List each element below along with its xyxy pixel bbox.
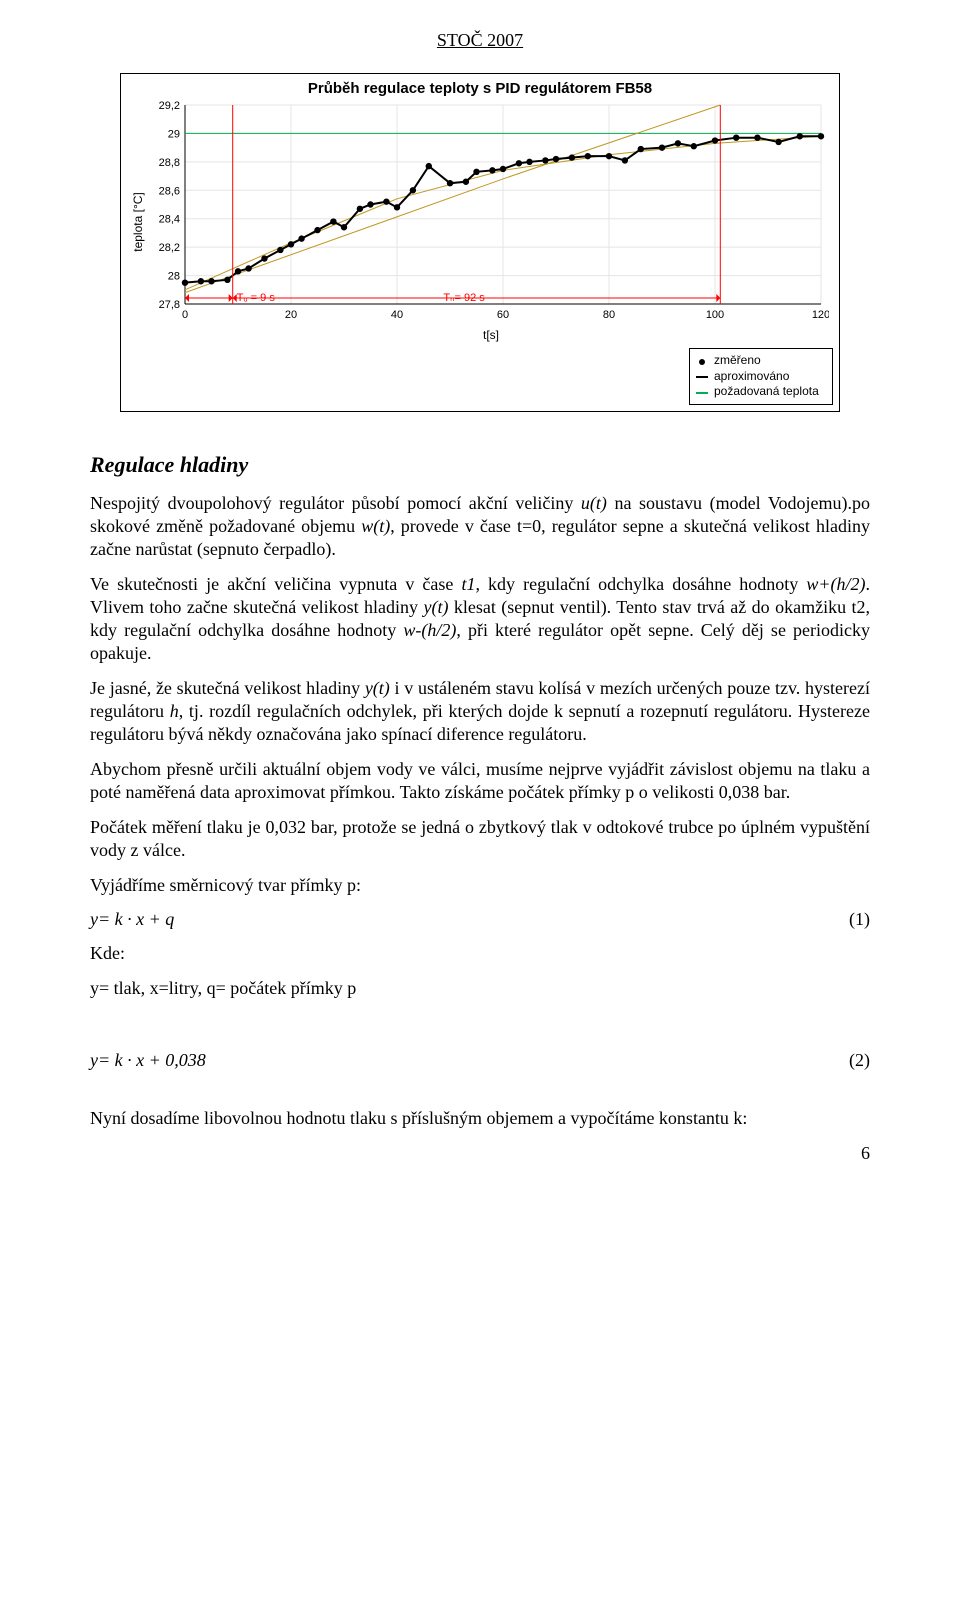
page-number: 6 bbox=[861, 1143, 870, 1164]
text: Ve skutečnosti je akční veličina vypnuta… bbox=[90, 574, 461, 594]
text: , tj. rozdíl regulačních odchylek, při k… bbox=[90, 701, 870, 744]
var: y(t) bbox=[365, 678, 390, 698]
legend-label: aproximováno bbox=[714, 369, 789, 385]
svg-text:Tᵤ = 9 s: Tᵤ = 9 s bbox=[237, 292, 276, 304]
page-header: STOČ 2007 bbox=[90, 30, 870, 51]
svg-text:40: 40 bbox=[391, 309, 403, 321]
eq2-prefix: y= bbox=[90, 1050, 115, 1070]
paragraph-1: Nespojitý dvoupolohový regulátor působí … bbox=[90, 492, 870, 561]
var: y(t) bbox=[423, 597, 448, 617]
chart-container: Průběh regulace teploty s PID regulátore… bbox=[120, 73, 840, 412]
svg-text:80: 80 bbox=[603, 309, 615, 321]
eq1-prefix: y= bbox=[90, 909, 115, 929]
svg-text:28,8: 28,8 bbox=[159, 157, 180, 169]
chart-ylabel: teplota [°C] bbox=[131, 192, 145, 252]
svg-text:0: 0 bbox=[182, 309, 188, 321]
eq1-body: k · x + q bbox=[115, 909, 175, 929]
svg-text:28: 28 bbox=[168, 271, 180, 283]
legend-item: aproximováno bbox=[696, 369, 826, 385]
paragraph-5: Počátek měření tlaku je 0,032 bar, proto… bbox=[90, 816, 870, 862]
eq2-number: (2) bbox=[849, 1050, 870, 1071]
paragraph-2: Ve skutečnosti je akční veličina vypnuta… bbox=[90, 573, 870, 665]
svg-text:120: 120 bbox=[812, 309, 829, 321]
legend-label: změřeno bbox=[714, 353, 761, 369]
var-wt: w(t) bbox=[361, 516, 390, 536]
svg-text:20: 20 bbox=[285, 309, 297, 321]
legend-swatch bbox=[696, 356, 708, 366]
section-title: Regulace hladiny bbox=[90, 452, 870, 478]
var: t1 bbox=[461, 574, 475, 594]
svg-text:28,6: 28,6 bbox=[159, 185, 180, 197]
paragraph-4: Abychom přesně určili aktuální objem vod… bbox=[90, 758, 870, 804]
legend-swatch bbox=[696, 387, 708, 397]
svg-text:29,2: 29,2 bbox=[159, 101, 180, 112]
text: Je jasné, že skutečná velikost hladiny bbox=[90, 678, 365, 698]
legend-swatch bbox=[696, 371, 708, 381]
svg-text:28,2: 28,2 bbox=[159, 242, 180, 254]
chart-title: Průběh regulace teploty s PID regulátore… bbox=[127, 80, 833, 97]
paragraph-6: Vyjádříme směrnicový tvar přímky p: bbox=[90, 874, 870, 897]
paragraph-3: Je jasné, že skutečná velikost hladiny y… bbox=[90, 677, 870, 746]
legend-item: změřeno bbox=[696, 353, 826, 369]
svg-text:28,4: 28,4 bbox=[159, 214, 180, 226]
legend-label: požadovaná teplota bbox=[714, 384, 819, 400]
paragraph-7: y= tlak, x=litry, q= počátek přímky p bbox=[90, 977, 870, 1000]
text: Nespojitý dvoupolohový regulátor působí … bbox=[90, 493, 581, 513]
legend-item: požadovaná teplota bbox=[696, 384, 826, 400]
var: h bbox=[170, 701, 179, 721]
text: , kdy regulační odchylka dosáhne hodnoty bbox=[475, 574, 806, 594]
var: w+(h/2) bbox=[806, 574, 865, 594]
equation-1: y= k · x + q (1) bbox=[90, 909, 870, 930]
chart-legend: změřenoaproximovánopožadovaná teplota bbox=[689, 348, 833, 405]
eq1-number: (1) bbox=[849, 909, 870, 930]
var-ut: u(t) bbox=[581, 493, 607, 513]
svg-text:29: 29 bbox=[168, 128, 180, 140]
var: w-(h/2) bbox=[403, 620, 456, 640]
kde-label: Kde: bbox=[90, 942, 870, 965]
chart-box: Průběh regulace teploty s PID regulátore… bbox=[120, 73, 840, 412]
page: STOČ 2007 Průběh regulace teploty s PID … bbox=[0, 0, 960, 1182]
paragraph-8: Nyní dosadíme libovolnou hodnotu tlaku s… bbox=[90, 1107, 870, 1130]
svg-text:27,8: 27,8 bbox=[159, 299, 180, 311]
chart-xlabel: t[s] bbox=[149, 328, 833, 342]
eq2-body: k · x + 0,038 bbox=[115, 1050, 206, 1070]
svg-text:100: 100 bbox=[706, 309, 724, 321]
chart-svg: 0 20 40 60 80 100 120 27,8 28 28,2 28,4 28,6 28,8 29 2… bbox=[149, 101, 829, 326]
svg-text:60: 60 bbox=[497, 309, 509, 321]
equation-2: y= k · x + 0,038 (2) bbox=[90, 1050, 870, 1071]
svg-text:Tₙ= 92 s: Tₙ= 92 s bbox=[443, 292, 485, 304]
